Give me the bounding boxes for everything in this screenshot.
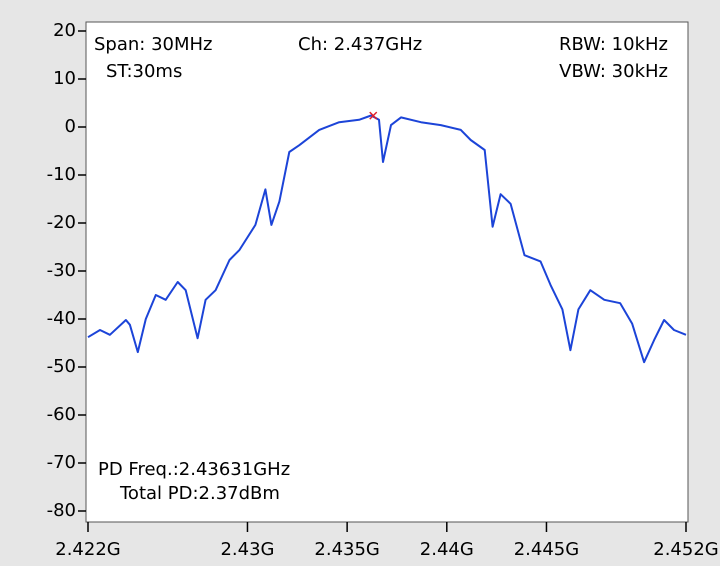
y-tick-label: -40 bbox=[47, 308, 76, 329]
span-label: Span: 30MHz bbox=[94, 34, 213, 55]
rbw-label: RBW: 10kHz bbox=[559, 34, 668, 55]
x-tick-label: 2.445G bbox=[514, 539, 579, 560]
y-tick-label: -30 bbox=[47, 260, 76, 281]
vbw-label: VBW: 30kHz bbox=[559, 61, 668, 82]
y-tick-label: -80 bbox=[47, 500, 76, 521]
peak-marker bbox=[369, 111, 378, 120]
annotation: PD Freq.:2.43631GHz bbox=[98, 459, 290, 480]
x-tick-label: 2.452G bbox=[653, 539, 718, 560]
x-tick-label: 2.435G bbox=[314, 539, 379, 560]
y-tick-label: -10 bbox=[47, 164, 76, 185]
plot-area bbox=[85, 21, 689, 523]
x-tick-label: 2.422G bbox=[55, 539, 120, 560]
sweep-label: ST:30ms bbox=[106, 61, 182, 82]
y-tick-label: -70 bbox=[47, 452, 76, 473]
x-tick-label: 2.43G bbox=[220, 539, 274, 560]
channel-label: Ch: 2.437GHz bbox=[298, 34, 422, 55]
y-tick-label: 0 bbox=[65, 116, 76, 137]
y-tick-label: -60 bbox=[47, 404, 76, 425]
annotation: Total PD:2.37dBm bbox=[119, 483, 280, 504]
x-tick-label: 2.44G bbox=[420, 539, 474, 560]
y-tick-label: 10 bbox=[53, 68, 76, 89]
y-tick-label: -50 bbox=[47, 356, 76, 377]
y-tick-label: -20 bbox=[47, 212, 76, 233]
y-tick-label: 20 bbox=[53, 20, 76, 41]
trace-line bbox=[87, 114, 687, 364]
